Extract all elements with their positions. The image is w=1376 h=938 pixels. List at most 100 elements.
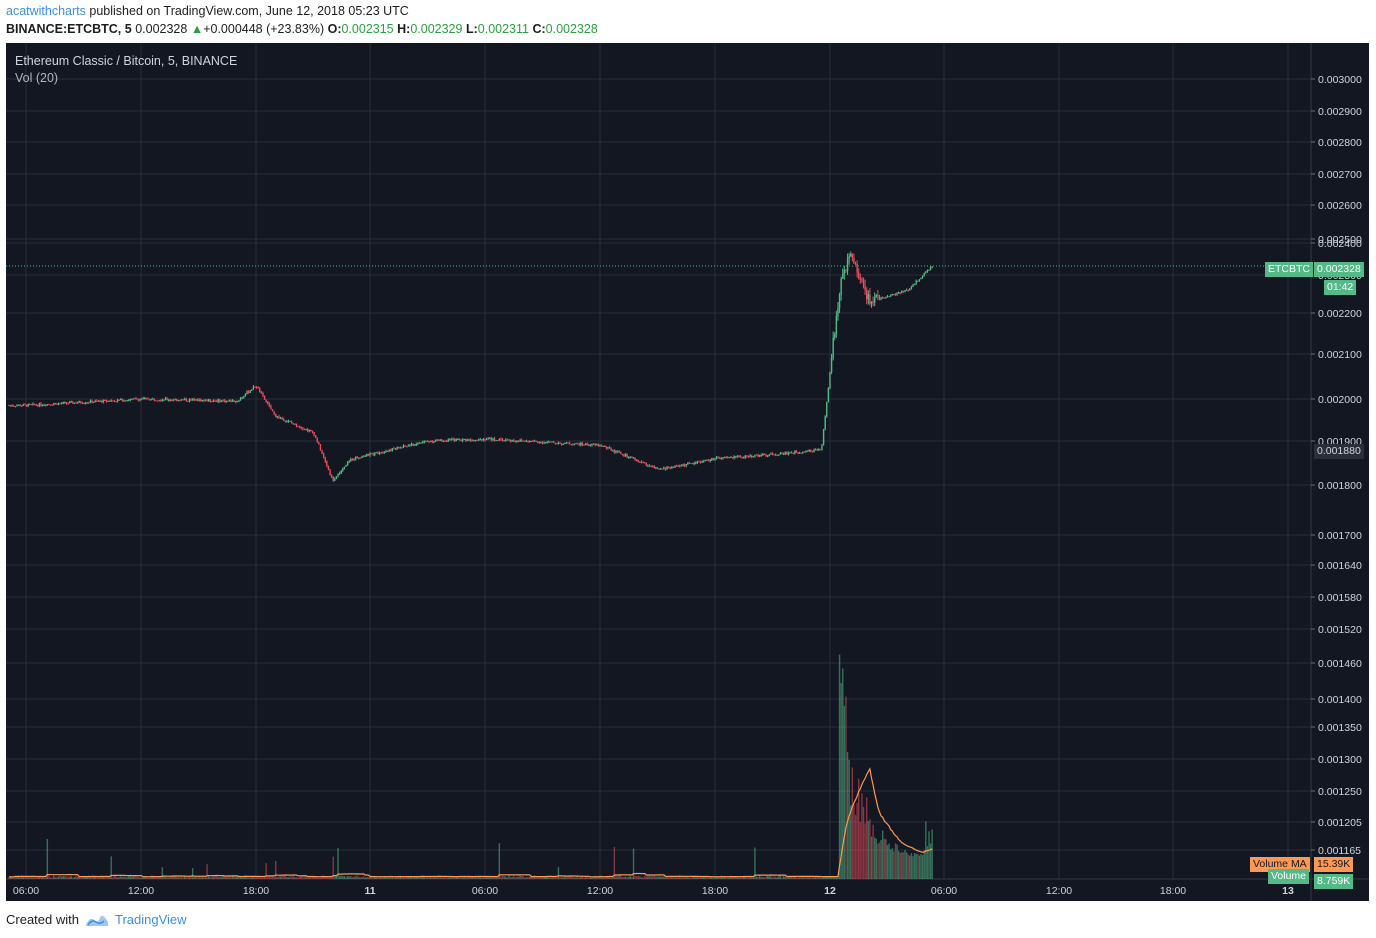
candle-body <box>374 452 376 455</box>
volume-bar <box>94 876 96 879</box>
candle-body <box>417 442 419 445</box>
volume-bar <box>461 877 464 879</box>
volume-bar <box>337 847 339 879</box>
volume-bar <box>575 877 577 879</box>
candle-body <box>604 446 606 448</box>
candle-body <box>316 437 318 443</box>
volume-bar <box>597 875 600 879</box>
candle-body <box>441 439 443 442</box>
volume-bar <box>399 875 402 879</box>
volume-bar <box>22 876 25 879</box>
candle-body <box>150 398 152 401</box>
volume-bar <box>426 877 429 879</box>
volume-bar <box>142 876 144 879</box>
author-link[interactable]: acatwithcharts <box>6 4 86 18</box>
volume-bar <box>254 876 256 879</box>
tradingview-logo-icon <box>85 915 108 926</box>
candle-body <box>401 447 403 449</box>
candle-body <box>134 398 136 400</box>
volume-bar <box>68 876 71 879</box>
volume-bar <box>140 877 143 879</box>
volume-bar <box>787 876 790 879</box>
volume-bar <box>730 875 732 879</box>
chart-pane[interactable]: 0.003000 0.002900 0.002800 0.002700 0.002600… <box>6 43 1369 901</box>
volume-bar <box>536 876 539 879</box>
volume-bar <box>330 876 333 879</box>
volume-bar <box>412 876 414 879</box>
volume-bar <box>794 876 796 879</box>
candle-body <box>445 441 448 443</box>
candle-body <box>741 457 743 459</box>
volume-bar <box>679 875 681 879</box>
candle-body <box>645 463 647 466</box>
volume-bar <box>160 876 162 879</box>
candle-body <box>447 439 449 442</box>
volume-bar <box>671 876 673 879</box>
volume-bar <box>460 875 462 879</box>
candle-body <box>327 466 330 471</box>
candle-body <box>206 399 208 402</box>
candle-body <box>380 452 382 454</box>
candle-body <box>589 445 592 447</box>
candle-body <box>41 405 44 407</box>
volume-bar <box>445 877 448 879</box>
candle-body <box>597 444 600 446</box>
candle-body <box>33 403 36 405</box>
candle-body <box>204 399 207 401</box>
candle-body <box>196 399 199 401</box>
volume-bar <box>252 876 255 879</box>
candle-body <box>766 455 769 457</box>
volume-bar <box>851 767 854 879</box>
volume-bar <box>913 852 916 879</box>
candle-body <box>500 438 502 440</box>
candle-body <box>334 478 336 481</box>
volume-bar <box>928 831 930 879</box>
candle-body <box>594 444 596 446</box>
candle-body <box>115 400 117 402</box>
volume-bar <box>744 876 747 879</box>
tradingview-link[interactable]: TradingView <box>85 912 187 927</box>
candle-body <box>784 452 786 454</box>
volume-bar <box>596 876 598 879</box>
volume-bar <box>298 876 301 879</box>
volume-bar <box>56 876 58 879</box>
candle-body <box>806 450 809 452</box>
candle-body <box>918 279 921 281</box>
volume-bar <box>9 876 12 879</box>
volume-indicator-label[interactable]: Vol (20) <box>15 71 59 85</box>
volume-bar <box>207 876 210 879</box>
volume-bar <box>642 877 644 879</box>
volume-bar <box>572 876 574 879</box>
candle-body <box>128 400 130 402</box>
candle-body <box>824 416 826 430</box>
volume-bar <box>217 877 219 879</box>
candle-body <box>326 461 328 467</box>
candle-body <box>332 477 334 481</box>
volume-bar <box>148 877 151 879</box>
volume-bar <box>805 876 807 879</box>
volume-bar <box>375 877 378 879</box>
volume-bar <box>270 876 272 879</box>
volume-bar <box>163 876 165 879</box>
volume-bar <box>640 877 643 879</box>
volume-bar <box>88 875 90 879</box>
chart-canvas[interactable]: 0.003000 0.002900 0.002800 0.002700 0.002600… <box>6 43 1369 901</box>
candle-body <box>160 400 162 402</box>
volume-bar <box>631 877 633 879</box>
volume-bar <box>263 876 266 879</box>
candle-body <box>453 439 456 442</box>
volume-bar <box>544 875 547 879</box>
volume-bar <box>223 875 226 879</box>
candle-body <box>215 400 218 402</box>
candle-body <box>853 258 855 264</box>
candle-body <box>139 399 141 401</box>
candle-body <box>311 430 314 433</box>
volume-bar <box>551 875 553 879</box>
volume-bar <box>485 876 488 879</box>
candle-body <box>372 453 374 455</box>
volume-bar <box>840 682 842 879</box>
candle-body <box>345 464 347 467</box>
candle-body <box>530 440 532 442</box>
published-text: published on TradingView.com, June 12, 2… <box>89 4 409 18</box>
candle-body <box>404 445 406 447</box>
